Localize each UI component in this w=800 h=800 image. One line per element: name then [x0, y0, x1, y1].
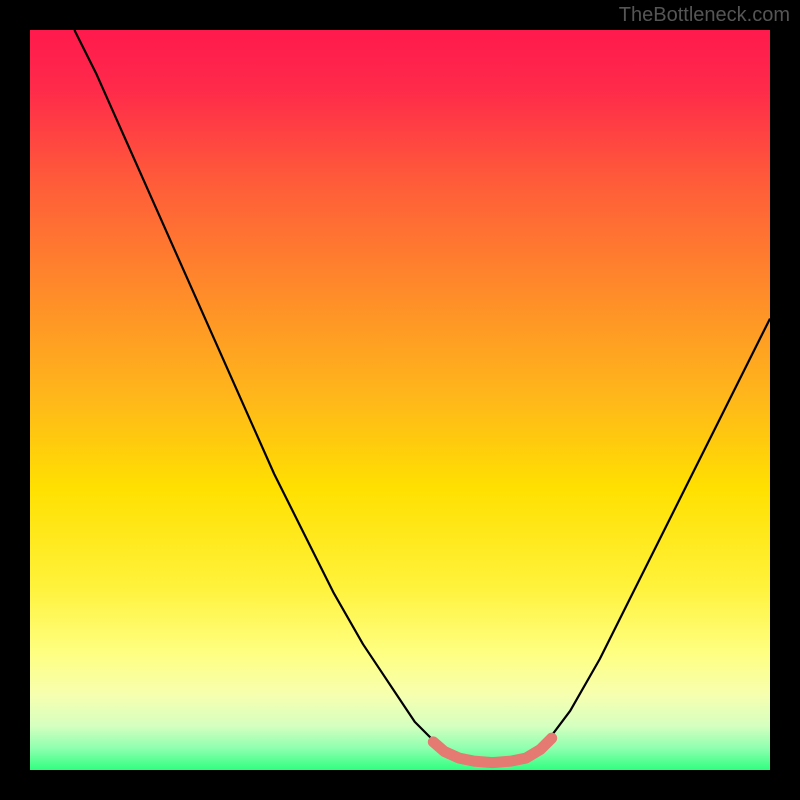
plot-background [30, 30, 770, 770]
bottleneck-curve-chart [0, 0, 800, 800]
chart-container: TheBottleneck.com [0, 0, 800, 800]
watermark-text: TheBottleneck.com [619, 4, 790, 27]
